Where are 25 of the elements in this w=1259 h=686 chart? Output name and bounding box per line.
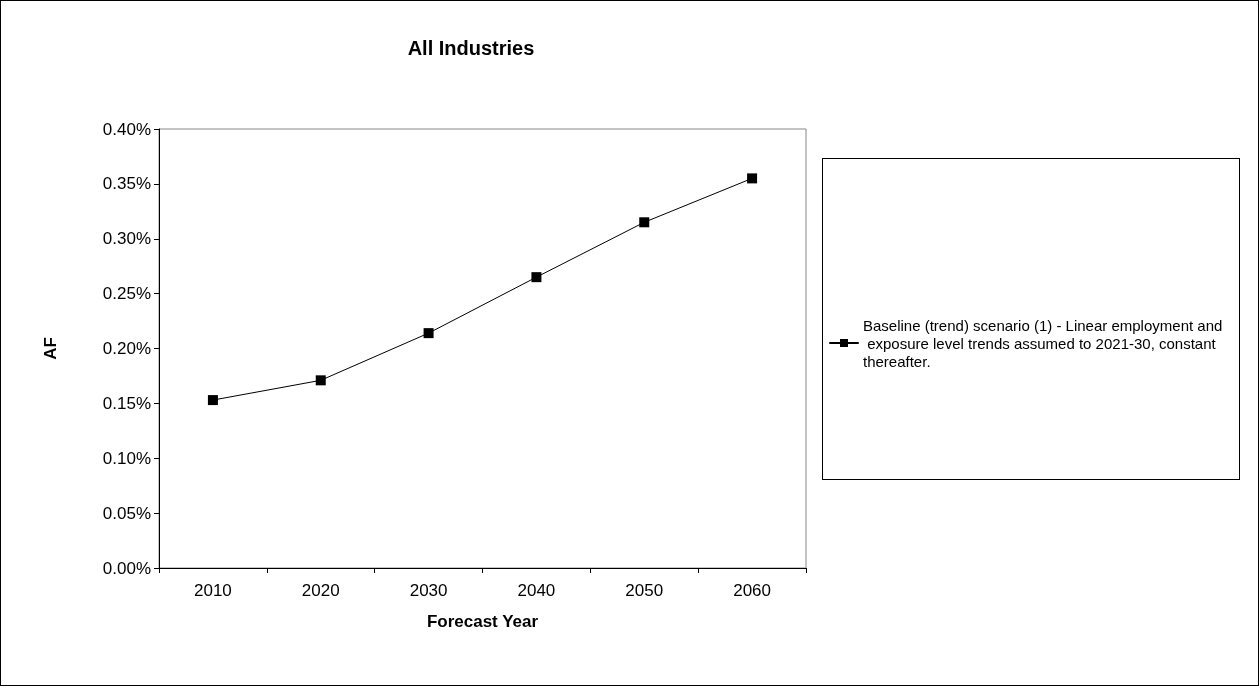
y-tick-label: 0.15%	[102, 393, 151, 413]
point	[531, 272, 542, 283]
y-tick-label: 0.00%	[102, 558, 151, 578]
x-tick-label: 2010	[194, 581, 232, 600]
point	[639, 217, 650, 228]
x-tick-label: 2060	[733, 581, 771, 600]
y-tick-label: 0.30%	[102, 229, 151, 249]
chart-title: All Industries	[407, 37, 535, 59]
y-tick-label: 0.40%	[102, 119, 151, 139]
x-tick-label: 2030	[409, 581, 448, 600]
x-tick-label: 2050	[625, 581, 664, 600]
point	[315, 375, 326, 386]
y-tick-label: 0.05%	[102, 503, 151, 523]
x-tick-label: 2020	[301, 581, 340, 600]
y-tick-label: 0.10%	[102, 448, 151, 468]
point	[423, 328, 434, 339]
point	[747, 173, 758, 184]
y-tick-label: 0.20%	[102, 339, 151, 358]
y-tick-label: 0.35%	[102, 174, 151, 194]
y-axis-title: AF	[41, 337, 60, 360]
x-axis-title: Forecast Year	[426, 612, 539, 631]
x-tick-label: 2040	[517, 581, 556, 600]
legend-label: Baseline (trend) scenario (1) - Linear employment and exposure level trends assumed to 2021-30, constant thereafter.	[863, 316, 1223, 370]
y-tick-label: 0.25%	[102, 284, 151, 304]
point	[207, 395, 218, 406]
